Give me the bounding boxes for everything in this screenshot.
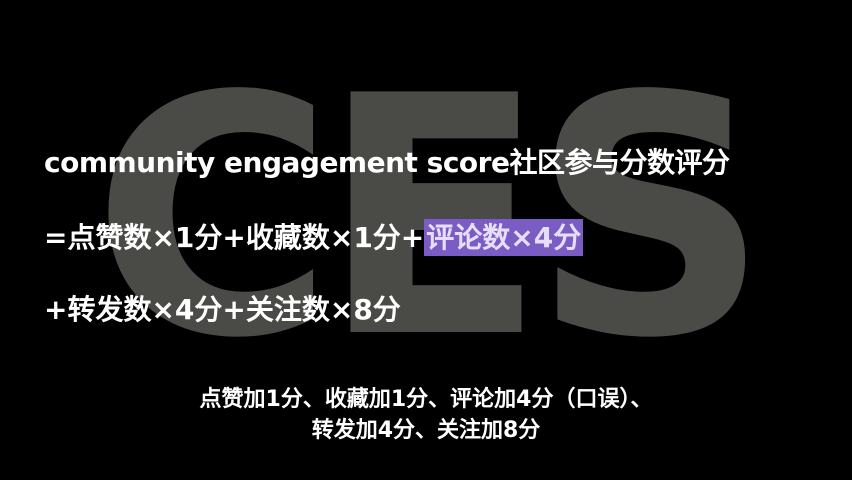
subtitle-line-2: 转发加4分、关注加8分 [311,418,541,443]
formula-line-2-highlight: 评论数×4分 [424,219,584,256]
formula-line-3: +转发数×4分+关注数×8分 [44,293,401,326]
ces-watermark: CES [92,26,769,410]
subtitle-line-1: 点赞加1分、收藏加1分、评论加4分（口误）、 [199,387,653,412]
formula-title: community engagement score社区参与分数评分 [44,146,730,179]
formula-line-2: =点赞数×1分+收藏数×1分+评论数×4分 [44,216,584,260]
formula-line-2-plain: =点赞数×1分+收藏数×1分+ [44,221,425,254]
